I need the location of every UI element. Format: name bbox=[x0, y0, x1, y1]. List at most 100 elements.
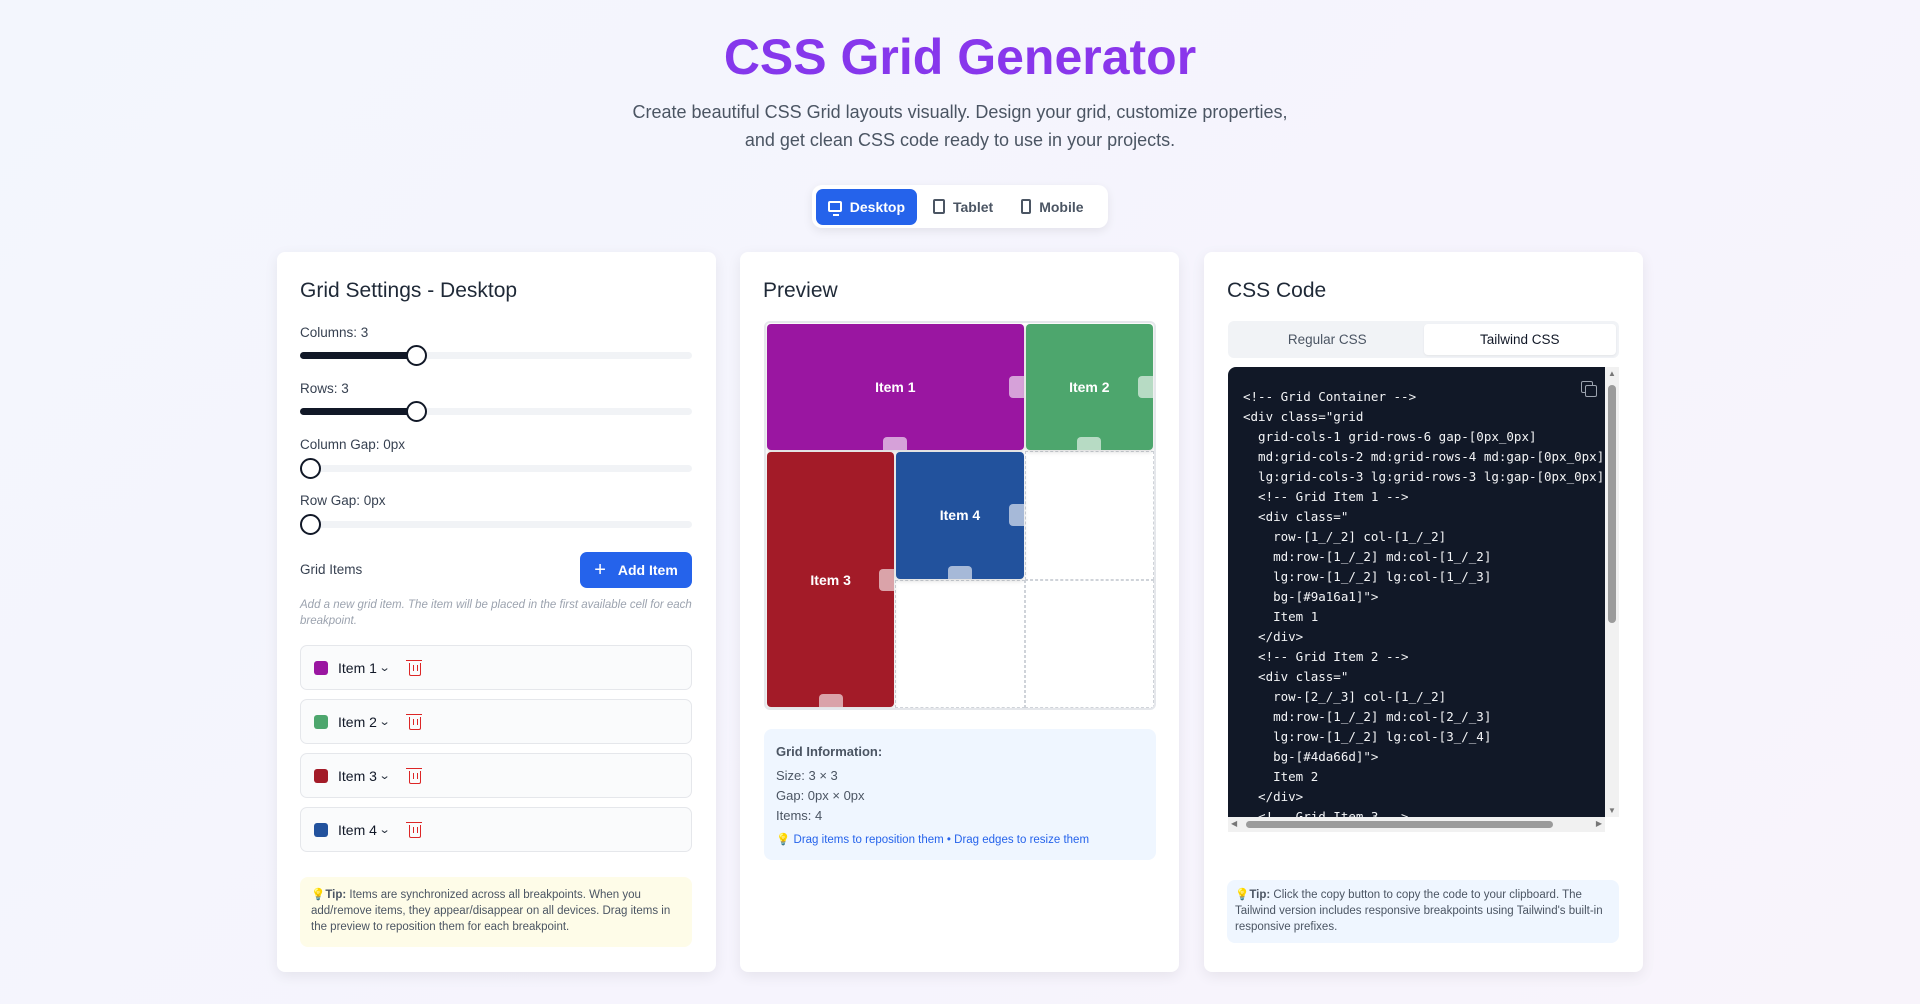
grid-item-row: Item 1 ⌄ bbox=[300, 645, 692, 690]
scrollbar-thumb[interactable] bbox=[1246, 821, 1553, 828]
grid-item-3[interactable]: Item 3 bbox=[767, 452, 895, 707]
tab-tailwind-css[interactable]: Tailwind CSS bbox=[1423, 324, 1616, 355]
trash-icon[interactable] bbox=[406, 821, 423, 838]
add-item-label: Add Item bbox=[617, 562, 678, 578]
grid-item-1[interactable]: Item 1 bbox=[767, 324, 1024, 451]
grid-settings-card: Grid Settings - Desktop Columns: 3 Rows:… bbox=[277, 252, 716, 972]
preview-grid: Item 1 Item 2 Item 3 Item 4 bbox=[764, 321, 1156, 710]
code-line: Item 1 bbox=[1243, 609, 1319, 624]
vertical-scrollbar[interactable]: ▲ ▼ bbox=[1605, 367, 1619, 817]
settings-title: Grid Settings - Desktop bbox=[300, 279, 518, 302]
code-tip: 💡Tip: Click the copy button to copy the … bbox=[1227, 880, 1619, 943]
slider-thumb[interactable] bbox=[300, 514, 321, 535]
lightbulb-icon: 💡 bbox=[1235, 889, 1250, 901]
horizontal-scrollbar[interactable]: ◀ ▶ bbox=[1228, 817, 1605, 832]
code-line: lg:row-[1_/_2] lg:col-[1_/_3] bbox=[1243, 569, 1492, 584]
grid-item-label: Item 3 bbox=[810, 571, 851, 588]
code-line: Item 2 bbox=[1243, 769, 1319, 784]
grid-item-row: Item 3 ⌄ bbox=[300, 753, 692, 798]
info-gap: Gap: 0px × 0px bbox=[776, 788, 865, 803]
mobile-icon bbox=[1021, 199, 1032, 214]
code-title: CSS Code bbox=[1227, 279, 1327, 302]
chevron-down-icon[interactable]: ⌄ bbox=[378, 770, 391, 782]
item-name[interactable]: Item 4 bbox=[338, 821, 377, 838]
resize-handle-bottom[interactable] bbox=[883, 437, 908, 451]
preview-card: Preview Item 1 Item 2 Item 3 Item 4 Grid… bbox=[740, 252, 1179, 972]
item-name[interactable]: Item 1 bbox=[338, 659, 377, 676]
scroll-up-icon[interactable]: ▲ bbox=[1608, 369, 1616, 378]
color-swatch[interactable] bbox=[314, 822, 328, 837]
resize-handle-right[interactable] bbox=[1008, 504, 1024, 527]
column-gap-slider[interactable] bbox=[300, 458, 692, 479]
code-line: grid-cols-1 grid-rows-6 gap-[0px_0px] bbox=[1243, 429, 1537, 444]
row-gap-slider[interactable] bbox=[300, 514, 692, 535]
columns-label: Columns: 3 bbox=[300, 325, 369, 340]
color-swatch[interactable] bbox=[314, 714, 328, 729]
preview-title: Preview bbox=[763, 279, 838, 302]
grid-item-label: Item 2 bbox=[1069, 379, 1110, 396]
column-gap-label: Column Gap: 0px bbox=[300, 437, 406, 452]
rows-slider[interactable] bbox=[300, 401, 692, 422]
breakpoint-toggle: Desktop Tablet Mobile bbox=[812, 185, 1108, 228]
scroll-down-icon[interactable]: ▼ bbox=[1608, 806, 1616, 815]
lightbulb-icon: 💡 bbox=[311, 889, 326, 901]
add-item-button[interactable]: + Add Item bbox=[580, 552, 692, 588]
chevron-down-icon[interactable]: ⌄ bbox=[378, 824, 391, 836]
info-items: Items: 4 bbox=[776, 808, 823, 823]
copy-icon[interactable] bbox=[1581, 381, 1597, 397]
page-title: CSS Grid Generator bbox=[0, 28, 1920, 86]
empty-cell[interactable] bbox=[895, 579, 1025, 708]
resize-handle-bottom[interactable] bbox=[818, 693, 843, 707]
slider-thumb[interactable] bbox=[406, 345, 427, 366]
code-line: <div class="grid bbox=[1243, 409, 1364, 424]
code-line: <!-- Grid Item 1 --> bbox=[1243, 489, 1409, 504]
grid-information: Grid Information: Size: 3 × 3 Gap: 0px ×… bbox=[764, 729, 1156, 860]
code-line: <!-- Grid Container --> bbox=[1243, 389, 1417, 404]
resize-handle-bottom[interactable] bbox=[947, 565, 972, 579]
grid-item-4[interactable]: Item 4 bbox=[896, 452, 1024, 579]
chevron-down-icon[interactable]: ⌄ bbox=[378, 716, 391, 728]
item-name[interactable]: Item 2 bbox=[338, 713, 377, 730]
resize-handle-bottom[interactable] bbox=[1077, 437, 1102, 451]
scrollbar-thumb[interactable] bbox=[1608, 385, 1616, 623]
mobile-label: Mobile bbox=[1039, 198, 1084, 215]
tab-regular-css[interactable]: Regular CSS bbox=[1287, 332, 1367, 347]
empty-cell[interactable] bbox=[1024, 579, 1154, 708]
code-line: </div> bbox=[1243, 629, 1304, 644]
drag-hint: 💡 Drag items to reposition them • Drag e… bbox=[776, 830, 1144, 850]
resize-handle-right[interactable] bbox=[1008, 376, 1024, 399]
trash-icon[interactable] bbox=[406, 767, 423, 784]
grid-items-label: Grid Items bbox=[300, 562, 363, 577]
code-line: lg:row-[1_/_2] lg:col-[3_/_4] bbox=[1243, 729, 1492, 744]
info-size: Size: 3 × 3 bbox=[776, 768, 838, 783]
resize-handle-right[interactable] bbox=[1137, 376, 1153, 399]
color-swatch[interactable] bbox=[314, 768, 328, 783]
empty-cell[interactable] bbox=[1024, 451, 1154, 580]
trash-icon[interactable] bbox=[406, 713, 423, 730]
slider-thumb[interactable] bbox=[300, 458, 321, 479]
resize-handle-right[interactable] bbox=[879, 568, 895, 591]
columns-slider[interactable] bbox=[300, 345, 692, 366]
subtitle-line: Create beautiful CSS Grid layouts visual… bbox=[632, 102, 1288, 122]
grid-item-label: Item 4 bbox=[939, 507, 981, 524]
code-line: bg-[#9a16a1]"> bbox=[1243, 589, 1379, 604]
tablet-icon bbox=[933, 199, 945, 214]
scroll-left-icon[interactable]: ◀ bbox=[1231, 819, 1238, 828]
chevron-down-icon[interactable]: ⌄ bbox=[378, 662, 391, 674]
monitor-icon bbox=[828, 201, 842, 216]
code-line: row-[1_/_2] col-[1_/_2] bbox=[1243, 529, 1447, 544]
item-name[interactable]: Item 3 bbox=[338, 767, 377, 784]
mobile-button[interactable]: Mobile bbox=[1009, 189, 1095, 225]
code-line: <!-- Grid Item 2 --> bbox=[1243, 649, 1409, 664]
tip-label: Tip: bbox=[325, 889, 347, 901]
color-swatch[interactable] bbox=[314, 660, 328, 675]
tablet-button[interactable]: Tablet bbox=[921, 189, 1005, 225]
grid-item-2[interactable]: Item 2 bbox=[1025, 324, 1153, 451]
code-block[interactable]: <!-- Grid Container --> <div class="grid … bbox=[1228, 367, 1605, 817]
scroll-right-icon[interactable]: ▶ bbox=[1595, 819, 1602, 828]
settings-tip: 💡Tip: Items are synchronized across all … bbox=[300, 877, 692, 947]
desktop-button[interactable]: Desktop bbox=[816, 188, 917, 225]
grid-item-row: Item 4 ⌄ bbox=[300, 807, 692, 852]
slider-thumb[interactable] bbox=[406, 401, 427, 422]
trash-icon[interactable] bbox=[406, 659, 423, 676]
